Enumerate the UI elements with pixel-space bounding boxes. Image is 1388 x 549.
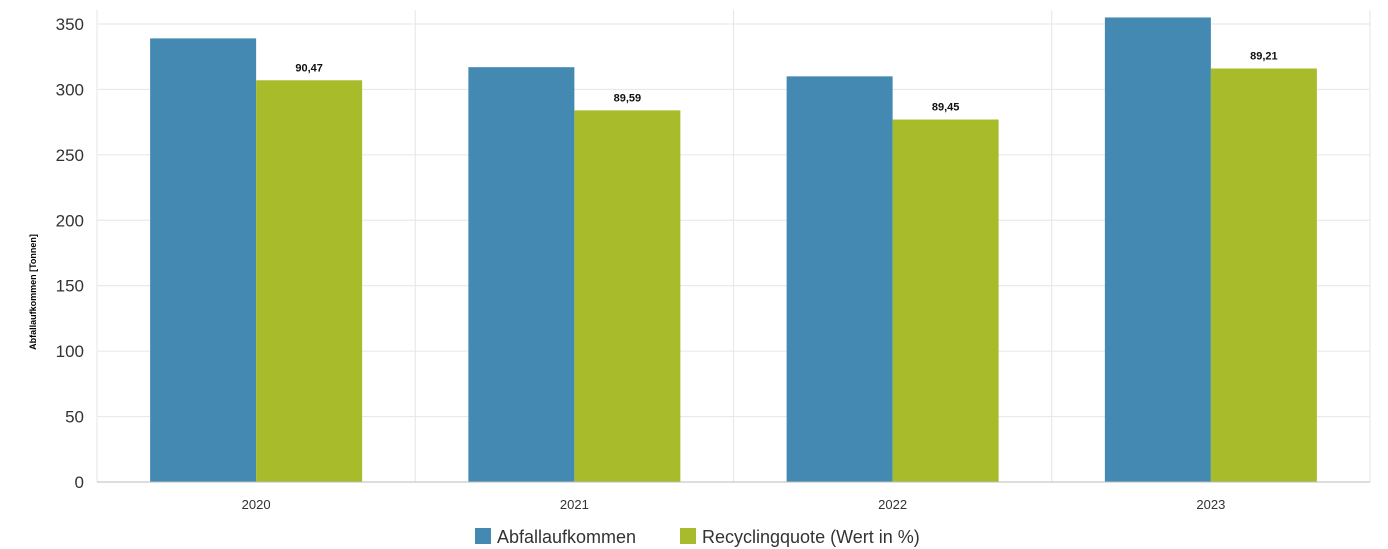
y-tick-label: 300 — [56, 80, 84, 99]
bar-recyclingquote-2022 — [892, 119, 999, 483]
bar-recyclingquote-2023 — [1210, 68, 1317, 483]
y-tick-label: 50 — [65, 408, 84, 427]
y-axis-ticks: 0 50 100 150 200 250 300 350 — [56, 15, 84, 492]
data-label-recyclingquote-2021: 89,59 — [614, 92, 642, 104]
bar-abfallaufkommen-2022 — [786, 76, 893, 482]
legend-swatch-recyclingquote — [680, 528, 696, 544]
y-axis-label: Abfallaufkommen [Tonnen] — [28, 234, 38, 350]
x-tick-label: 2021 — [560, 497, 589, 512]
data-label-recyclingquote-2020: 90,47 — [295, 62, 323, 74]
bar-abfallaufkommen-2021 — [468, 67, 575, 482]
bar-recyclingquote-2021 — [574, 110, 681, 482]
data-label-recyclingquote-2023: 89,21 — [1250, 50, 1278, 62]
y-tick-label: 250 — [56, 146, 84, 165]
data-label-recyclingquote-2022: 89,45 — [932, 102, 960, 114]
x-tick-label: 2020 — [242, 497, 271, 512]
y-tick-label: 200 — [56, 211, 84, 230]
data-labels: 90,47 89,59 89,45 89,21 — [295, 50, 1277, 113]
y-tick-label: 0 — [75, 473, 84, 492]
legend-swatch-abfallaufkommen — [475, 528, 491, 544]
y-tick-label: 350 — [56, 15, 84, 34]
legend-label-abfallaufkommen: Abfallaufkommen — [497, 527, 636, 547]
x-axis-ticks: 2020 2021 2022 2023 — [242, 497, 1226, 512]
bar-recyclingquote-2020 — [256, 80, 363, 483]
y-tick-label: 150 — [56, 277, 84, 296]
bar-abfallaufkommen-2023 — [1104, 17, 1211, 482]
bars — [150, 17, 1317, 483]
legend: Abfallaufkommen Recyclingquote (Wert in … — [475, 527, 920, 547]
x-tick-label: 2023 — [1196, 497, 1225, 512]
y-tick-label: 100 — [56, 342, 84, 361]
x-tick-label: 2022 — [878, 497, 907, 512]
legend-label-recyclingquote: Recyclingquote (Wert in %) — [702, 527, 920, 547]
bar-abfallaufkommen-2020 — [150, 38, 257, 482]
